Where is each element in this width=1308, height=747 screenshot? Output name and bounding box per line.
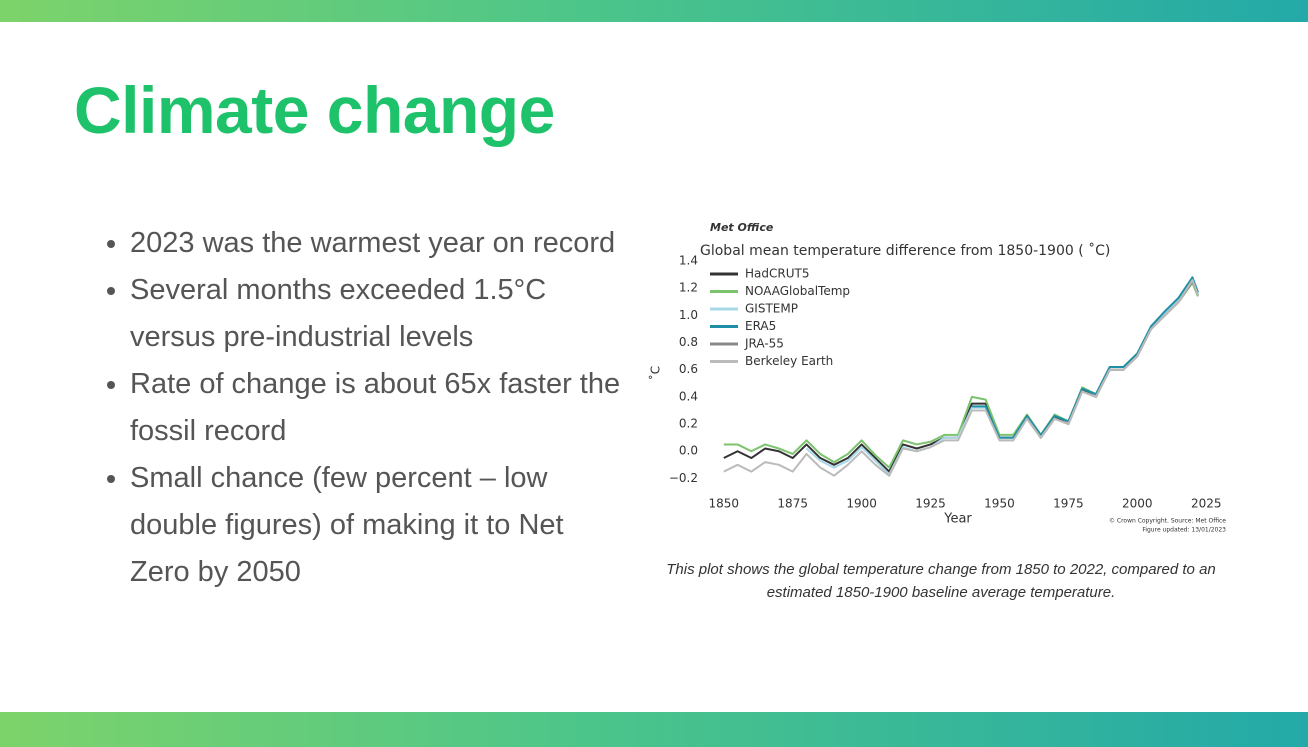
bullet-list: 2023 was the warmest year on record Seve… [100, 220, 630, 596]
y-axis-label: ˚C [648, 366, 663, 380]
x-axis-label: Year [943, 512, 972, 527]
series-line [723, 279, 1199, 477]
bullet: 2023 was the warmest year on record [130, 220, 630, 267]
y-tick-label: 0.4 [679, 389, 698, 403]
series-line [971, 276, 1199, 439]
x-tick-label: 1875 [777, 497, 808, 511]
y-tick-label: 0.8 [679, 335, 698, 349]
x-tick-label: 1950 [984, 497, 1015, 511]
updated-note: Figure updated: 13/01/2023 [1142, 527, 1226, 534]
legend-label: Berkeley Earth [745, 354, 833, 368]
legend-label: GISTEMP [745, 302, 798, 316]
y-tick-label: −0.2 [669, 471, 698, 485]
x-tick-label: 1975 [1053, 497, 1084, 511]
x-tick-label: 2025 [1191, 497, 1222, 511]
bullet: Small chance (few percent – low double f… [130, 455, 630, 596]
x-tick-label: 1900 [846, 497, 877, 511]
slide-title: Climate change [74, 73, 555, 147]
legend-label: HadCRUT5 [745, 267, 809, 281]
bullet: Rate of change is about 65x faster the f… [130, 361, 630, 455]
y-tick-label: 1.2 [679, 281, 698, 295]
legend-label: NOAAGlobalTemp [745, 284, 850, 298]
chart-title: Global mean temperature difference from … [700, 242, 1110, 259]
y-tick-label: 1.4 [679, 254, 698, 268]
bottom-bar [0, 712, 1308, 747]
y-tick-label: 0.2 [679, 417, 698, 431]
brand: Met Office [710, 221, 774, 234]
x-tick-label: 1850 [709, 497, 740, 511]
x-tick-label: 2000 [1122, 497, 1153, 511]
top-bar [0, 0, 1308, 22]
bullet: Several months exceeded 1.5°C versus pre… [130, 267, 630, 361]
x-tick-label: 1925 [915, 497, 946, 511]
legend-label: ERA5 [745, 319, 776, 333]
y-tick-label: 1.0 [679, 308, 698, 322]
y-tick-label: 0.6 [679, 362, 698, 376]
caption: This plot shows the global temperature c… [666, 561, 1216, 601]
legend-label: JRA-55 [744, 337, 784, 351]
y-tick-label: 0.0 [679, 444, 698, 458]
credit: © Crown Copyright. Source: Met Office [1109, 518, 1226, 525]
